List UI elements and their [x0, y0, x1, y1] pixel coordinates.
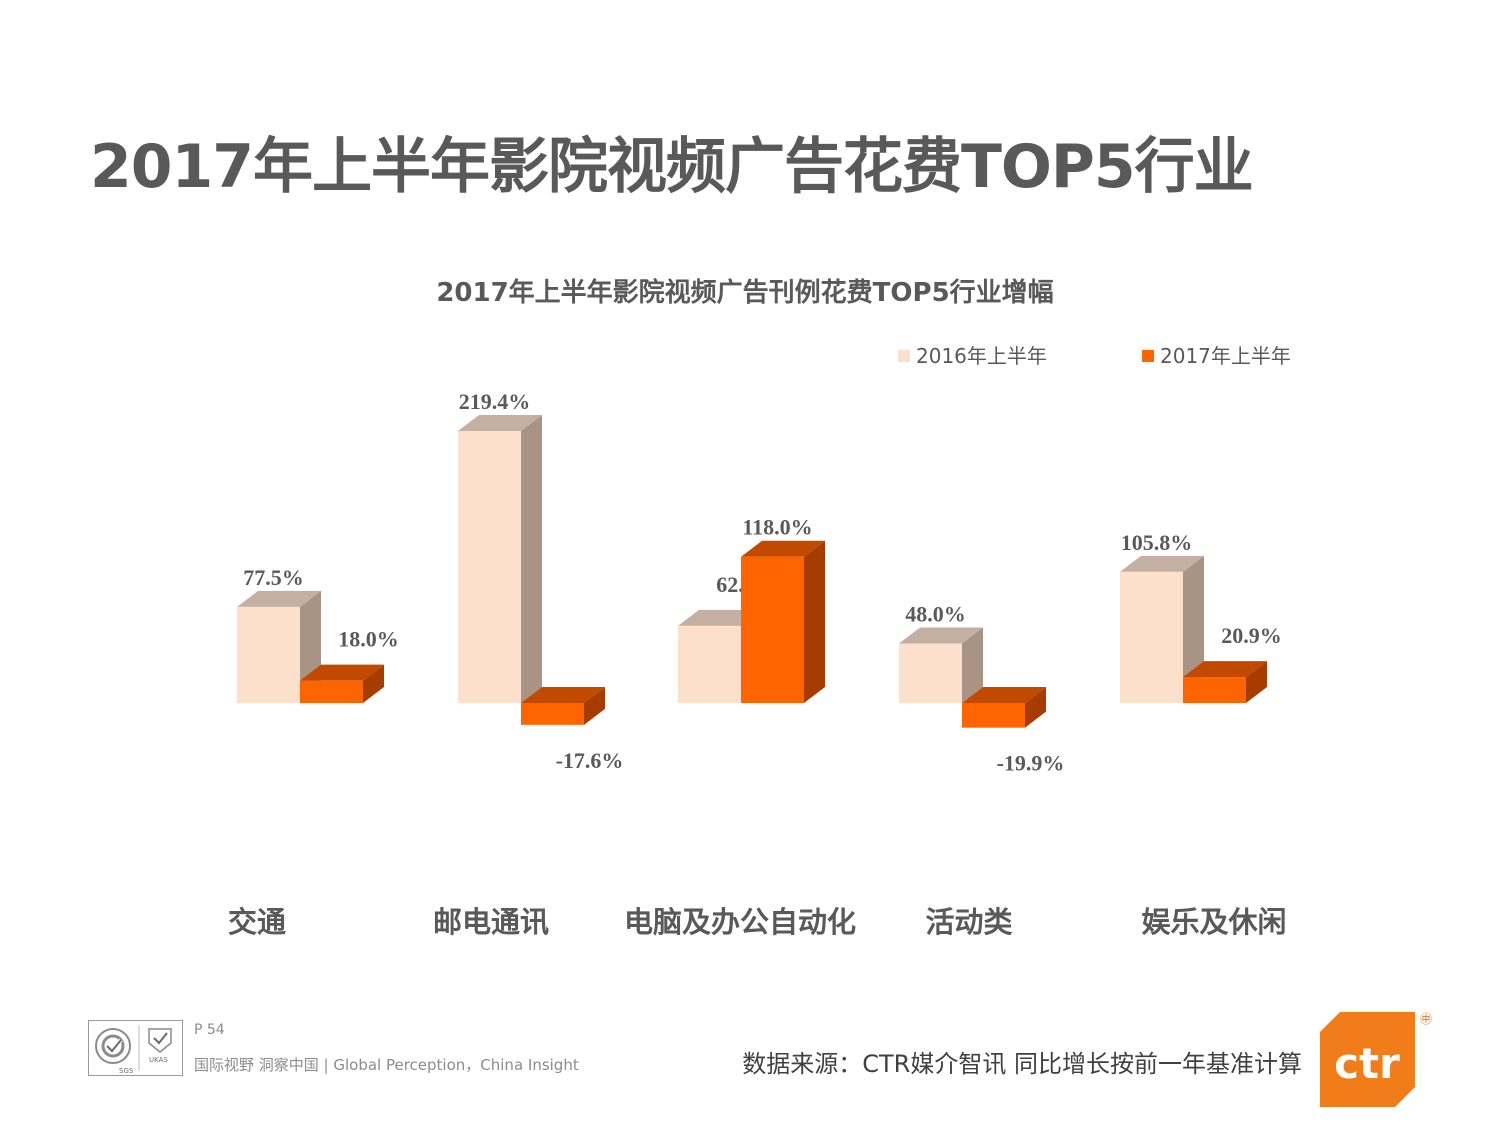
- bar-top-2017-2: [521, 687, 605, 703]
- legend-swatch-2017: [1142, 350, 1154, 362]
- bar-top-2017-1: [300, 664, 384, 681]
- legend-label-2016: 2016年上半年: [916, 344, 1047, 368]
- chart-title: 2017年上半年影院视频广告刊例花费TOP5行业增幅: [436, 278, 1054, 308]
- value-label-2017-1: 18.0%: [338, 627, 399, 652]
- bar-side-2016-4: [962, 627, 983, 703]
- page-title: 2017年上半年影院视频广告花费TOP5行业: [90, 132, 1254, 202]
- source-note: 数据来源：CTR媒介智讯 同比增长按前一年基准计算: [742, 1050, 1302, 1078]
- registered-mark-icon: ㊥: [1420, 1012, 1433, 1026]
- svg-text:SGS: SGS: [119, 1067, 134, 1075]
- tagline: 国际视野 洞察中国 | Global Perception，China Insi…: [194, 1056, 579, 1074]
- category-label-2: 邮电通讯: [433, 905, 549, 939]
- bar-2016-3: [678, 625, 741, 703]
- legend-item-2017: 2017年上半年: [1142, 340, 1291, 369]
- bar-top-2017-4: [962, 687, 1046, 703]
- bar-2016-1: [237, 606, 300, 703]
- bar-top-2016-4: [899, 627, 983, 644]
- bar-2017-2: [521, 703, 584, 725]
- legend-swatch-2016: [898, 350, 910, 362]
- certification-logos: SGS UKAS: [88, 1020, 183, 1076]
- ctr-logo: ctr: [1320, 1012, 1415, 1107]
- ctr-logo-text: ctr: [1334, 1039, 1400, 1088]
- bar-top-2017-3: [741, 540, 825, 557]
- legend-item-2016: 2016年上半年: [898, 340, 1047, 369]
- value-label-2016-2: 219.4%: [459, 389, 531, 414]
- value-label-2016-1: 77.5%: [243, 565, 304, 590]
- bar-2016-2: [458, 431, 521, 703]
- bar-top-2017-5: [1183, 661, 1267, 678]
- ctr-logo-shape: [1320, 1012, 1415, 1107]
- bar-top-2016-1: [237, 590, 321, 607]
- page-number: P 54: [194, 1022, 225, 1038]
- svg-text:UKAS: UKAS: [149, 1056, 168, 1064]
- value-label-2016-4: 48.0%: [905, 601, 966, 626]
- bar-side-2016-2: [521, 415, 542, 703]
- value-label-2016-5: 105.8%: [1121, 530, 1193, 555]
- sgs-certification-icon: SGS UKAS: [95, 1025, 172, 1075]
- bar-2017-4: [962, 703, 1025, 728]
- category-label-5: 娱乐及休闲: [1141, 905, 1286, 939]
- bar-2017-3: [741, 556, 804, 703]
- bar-2017-5: [1183, 677, 1246, 703]
- bar-side-2017-5: [1246, 661, 1267, 703]
- category-label-4: 活动类: [925, 905, 1012, 939]
- legend-label-2017: 2017年上半年: [1160, 344, 1291, 368]
- bar-side-2017-3: [804, 540, 825, 703]
- bar-side-2017-4: [1025, 687, 1046, 728]
- bar-2016-4: [899, 643, 962, 703]
- category-label-1: 交通: [228, 905, 286, 939]
- bar-top-2016-2: [458, 415, 542, 431]
- value-label-2017-2: -17.6%: [556, 748, 624, 773]
- bar-2016-5: [1120, 571, 1183, 703]
- bar-2017-1: [300, 680, 363, 703]
- value-label-2017-5: 20.9%: [1221, 623, 1282, 648]
- bar-side-2017-2: [584, 687, 605, 725]
- bar-top-2016-5: [1120, 555, 1204, 572]
- bar-side-2017-1: [363, 664, 384, 703]
- category-label-3: 电脑及办公自动化: [624, 905, 856, 939]
- value-label-2017-3: 118.0%: [742, 515, 812, 540]
- value-label-2017-4: -19.9%: [997, 751, 1065, 776]
